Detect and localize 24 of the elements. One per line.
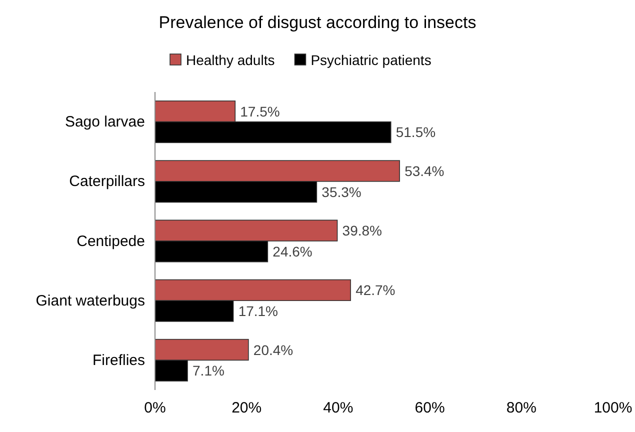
data-label: 39.8% bbox=[342, 222, 382, 239]
x-tick-label: 40% bbox=[323, 400, 354, 417]
x-tick-label: 100% bbox=[594, 400, 632, 417]
y-tick-label: Caterpillars bbox=[69, 173, 145, 190]
x-tick-label: 80% bbox=[506, 400, 536, 417]
y-tick-label: Fireflies bbox=[92, 352, 145, 369]
data-label: 20.4% bbox=[253, 342, 294, 358]
chart-title: Prevalence of disgust according to insects bbox=[158, 13, 476, 32]
y-tick-label: Sago larvae bbox=[64, 114, 145, 131]
data-label: 35.3% bbox=[322, 184, 362, 200]
x-tick-label: 0% bbox=[144, 400, 166, 417]
x-tick-label: 20% bbox=[232, 400, 262, 417]
y-tick-label: Giant waterbugs bbox=[36, 292, 145, 310]
data-label: 24.6% bbox=[272, 243, 312, 260]
x-tick-label: 60% bbox=[414, 400, 445, 417]
data-label: 53.4% bbox=[404, 162, 444, 179]
data-label: 17.1% bbox=[238, 303, 278, 320]
data-label: 51.5% bbox=[396, 124, 436, 140]
data-label: 17.5% bbox=[240, 103, 280, 120]
data-label: 7.1% bbox=[192, 362, 224, 379]
y-tick-label: Centipede bbox=[76, 232, 145, 250]
legend-label: Healthy adults bbox=[186, 52, 275, 68]
legend-label: Psychiatric patients bbox=[310, 52, 432, 68]
data-label: 42.7% bbox=[356, 282, 396, 298]
